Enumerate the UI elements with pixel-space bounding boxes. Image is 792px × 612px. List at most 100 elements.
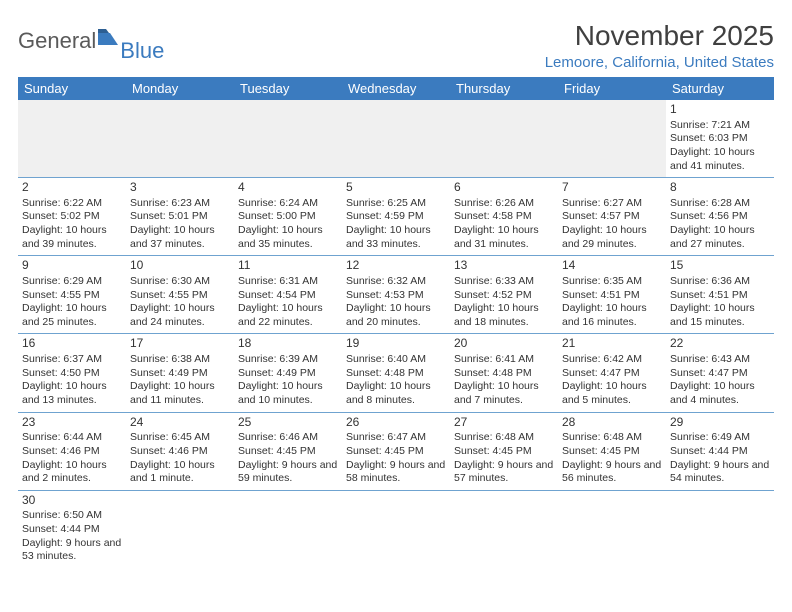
weekday-header: Friday: [558, 77, 666, 100]
day-number: 24: [130, 415, 230, 431]
calendar-day-cell: 2Sunrise: 6:22 AMSunset: 5:02 PMDaylight…: [18, 178, 126, 256]
sunset-line: Sunset: 4:50 PM: [22, 367, 122, 381]
calendar-day-cell: 4Sunrise: 6:24 AMSunset: 5:00 PMDaylight…: [234, 178, 342, 256]
logo: General Blue: [18, 28, 166, 54]
weekday-header: Saturday: [666, 77, 774, 100]
daylight-line: Daylight: 10 hours and 41 minutes.: [670, 146, 770, 173]
daylight-line: Daylight: 10 hours and 24 minutes.: [130, 302, 230, 329]
daylight-line: Daylight: 9 hours and 56 minutes.: [562, 459, 662, 486]
day-number: 8: [670, 180, 770, 196]
logo-flag-icon: [98, 29, 120, 47]
daylight-line: Daylight: 10 hours and 39 minutes.: [22, 224, 122, 251]
sunset-line: Sunset: 4:45 PM: [238, 445, 338, 459]
sunset-line: Sunset: 4:51 PM: [670, 289, 770, 303]
day-number: 9: [22, 258, 122, 274]
sunrise-line: Sunrise: 6:49 AM: [670, 431, 770, 445]
day-number: 4: [238, 180, 338, 196]
sunrise-line: Sunrise: 6:40 AM: [346, 353, 446, 367]
sunrise-line: Sunrise: 6:36 AM: [670, 275, 770, 289]
page-title: November 2025: [545, 20, 774, 52]
calendar-day-cell: [450, 490, 558, 568]
day-number: 13: [454, 258, 554, 274]
day-number: 19: [346, 336, 446, 352]
daylight-line: Daylight: 10 hours and 2 minutes.: [22, 459, 122, 486]
sunrise-line: Sunrise: 6:33 AM: [454, 275, 554, 289]
daylight-line: Daylight: 10 hours and 1 minute.: [130, 459, 230, 486]
calendar-day-cell: 3Sunrise: 6:23 AMSunset: 5:01 PMDaylight…: [126, 178, 234, 256]
sunset-line: Sunset: 4:45 PM: [562, 445, 662, 459]
title-block: November 2025 Lemoore, California, Unite…: [545, 20, 774, 71]
daylight-line: Daylight: 10 hours and 13 minutes.: [22, 380, 122, 407]
calendar-day-cell: 11Sunrise: 6:31 AMSunset: 4:54 PMDayligh…: [234, 256, 342, 334]
calendar-day-cell: [126, 490, 234, 568]
calendar-day-cell: 12Sunrise: 6:32 AMSunset: 4:53 PMDayligh…: [342, 256, 450, 334]
sunrise-line: Sunrise: 6:27 AM: [562, 197, 662, 211]
day-number: 10: [130, 258, 230, 274]
sunset-line: Sunset: 4:53 PM: [346, 289, 446, 303]
sunrise-line: Sunrise: 6:48 AM: [454, 431, 554, 445]
sunset-line: Sunset: 4:56 PM: [670, 210, 770, 224]
daylight-line: Daylight: 10 hours and 31 minutes.: [454, 224, 554, 251]
day-number: 5: [346, 180, 446, 196]
calendar-day-cell: [450, 100, 558, 178]
sunset-line: Sunset: 5:00 PM: [238, 210, 338, 224]
daylight-line: Daylight: 9 hours and 53 minutes.: [22, 537, 122, 564]
sunset-line: Sunset: 4:49 PM: [130, 367, 230, 381]
calendar-week-row: 2Sunrise: 6:22 AMSunset: 5:02 PMDaylight…: [18, 178, 774, 256]
day-number: 27: [454, 415, 554, 431]
daylight-line: Daylight: 9 hours and 58 minutes.: [346, 459, 446, 486]
sunset-line: Sunset: 4:45 PM: [346, 445, 446, 459]
calendar-day-cell: 15Sunrise: 6:36 AMSunset: 4:51 PMDayligh…: [666, 256, 774, 334]
sunrise-line: Sunrise: 6:46 AM: [238, 431, 338, 445]
sunset-line: Sunset: 5:01 PM: [130, 210, 230, 224]
daylight-line: Daylight: 10 hours and 20 minutes.: [346, 302, 446, 329]
calendar-day-cell: 25Sunrise: 6:46 AMSunset: 4:45 PMDayligh…: [234, 412, 342, 490]
day-number: 1: [670, 102, 770, 118]
day-number: 6: [454, 180, 554, 196]
sunset-line: Sunset: 4:44 PM: [22, 523, 122, 537]
sunrise-line: Sunrise: 6:30 AM: [130, 275, 230, 289]
day-number: 11: [238, 258, 338, 274]
sunrise-line: Sunrise: 6:25 AM: [346, 197, 446, 211]
day-number: 30: [22, 493, 122, 509]
calendar-day-cell: [126, 100, 234, 178]
day-number: 15: [670, 258, 770, 274]
calendar-day-cell: [342, 100, 450, 178]
daylight-line: Daylight: 10 hours and 37 minutes.: [130, 224, 230, 251]
calendar-day-cell: 28Sunrise: 6:48 AMSunset: 4:45 PMDayligh…: [558, 412, 666, 490]
logo-text-general: General: [18, 28, 96, 54]
calendar-day-cell: 26Sunrise: 6:47 AMSunset: 4:45 PMDayligh…: [342, 412, 450, 490]
daylight-line: Daylight: 10 hours and 18 minutes.: [454, 302, 554, 329]
calendar-day-cell: 19Sunrise: 6:40 AMSunset: 4:48 PMDayligh…: [342, 334, 450, 412]
day-number: 26: [346, 415, 446, 431]
sunrise-line: Sunrise: 6:26 AM: [454, 197, 554, 211]
weekday-header: Thursday: [450, 77, 558, 100]
weekday-header: Tuesday: [234, 77, 342, 100]
calendar-day-cell: [342, 490, 450, 568]
calendar-day-cell: [558, 100, 666, 178]
weekday-header: Sunday: [18, 77, 126, 100]
sunrise-line: Sunrise: 6:22 AM: [22, 197, 122, 211]
sunrise-line: Sunrise: 6:24 AM: [238, 197, 338, 211]
daylight-line: Daylight: 10 hours and 33 minutes.: [346, 224, 446, 251]
location-text: Lemoore, California, United States: [545, 54, 774, 71]
header: General Blue November 2025 Lemoore, Cali…: [18, 20, 774, 71]
calendar-day-cell: 14Sunrise: 6:35 AMSunset: 4:51 PMDayligh…: [558, 256, 666, 334]
calendar-week-row: 30Sunrise: 6:50 AMSunset: 4:44 PMDayligh…: [18, 490, 774, 568]
day-number: 25: [238, 415, 338, 431]
sunset-line: Sunset: 4:46 PM: [22, 445, 122, 459]
sunrise-line: Sunrise: 6:31 AM: [238, 275, 338, 289]
day-number: 20: [454, 336, 554, 352]
calendar-day-cell: 10Sunrise: 6:30 AMSunset: 4:55 PMDayligh…: [126, 256, 234, 334]
daylight-line: Daylight: 10 hours and 35 minutes.: [238, 224, 338, 251]
day-number: 22: [670, 336, 770, 352]
sunrise-line: Sunrise: 6:23 AM: [130, 197, 230, 211]
calendar-week-row: 16Sunrise: 6:37 AMSunset: 4:50 PMDayligh…: [18, 334, 774, 412]
sunset-line: Sunset: 4:45 PM: [454, 445, 554, 459]
sunrise-line: Sunrise: 6:35 AM: [562, 275, 662, 289]
calendar-table: SundayMondayTuesdayWednesdayThursdayFrid…: [18, 77, 774, 568]
sunset-line: Sunset: 4:47 PM: [562, 367, 662, 381]
calendar-header-row: SundayMondayTuesdayWednesdayThursdayFrid…: [18, 77, 774, 100]
sunset-line: Sunset: 4:44 PM: [670, 445, 770, 459]
sunrise-line: Sunrise: 6:42 AM: [562, 353, 662, 367]
